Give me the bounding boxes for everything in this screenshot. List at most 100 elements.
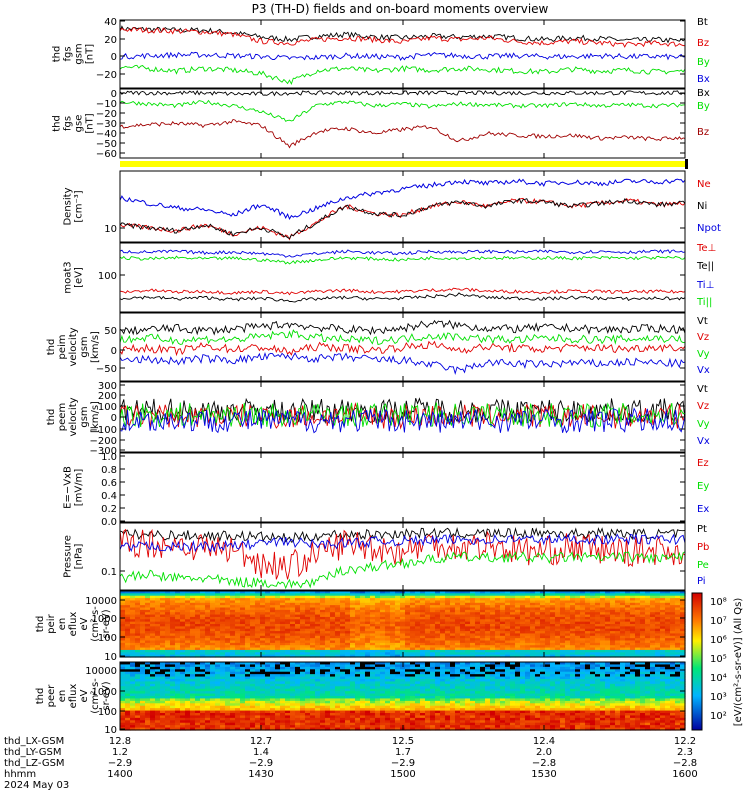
- xtick-lx: 12.7: [250, 736, 272, 747]
- legend-Vz: Vz: [697, 332, 709, 343]
- panel-5-ylabel: velocity: [68, 397, 79, 436]
- panel-2-frame: [119, 170, 686, 243]
- panel-9-ytick: 10: [104, 725, 117, 736]
- series-Vy-line: [120, 329, 685, 346]
- panel-5-ytick: −200: [90, 436, 117, 447]
- panel-9-ytick: 10000: [85, 666, 117, 677]
- series-Npot-line: [120, 178, 685, 221]
- colorbar-tick: 10⁵: [710, 654, 727, 665]
- panel-9-ylabel: (cm²-s-: [90, 678, 101, 714]
- series-Vt-line: [120, 319, 685, 336]
- panel-7-ytick: 0.1: [101, 567, 117, 578]
- legend-Te||: Te||: [696, 261, 714, 272]
- legend-Npot: Npot: [697, 223, 721, 234]
- panel-8-spectrogram: [120, 591, 686, 658]
- panel-3-data: [120, 249, 685, 303]
- legend-Te⊥: Te⊥: [696, 243, 716, 254]
- panel-0-ylabel: thd: [52, 46, 63, 63]
- series-Bz-line: [120, 118, 685, 149]
- panel-8-ytick: 1000: [92, 614, 117, 625]
- panel-4-data: [120, 319, 685, 376]
- panel-2-data: [120, 178, 685, 241]
- panel-8-ylabel: sr-eV): [101, 609, 112, 638]
- panel-6-ytick: 0.2: [101, 504, 117, 515]
- panel-1-ytick: −50: [96, 139, 117, 150]
- xtick-lz: −2.9: [108, 758, 132, 769]
- xtick-lz: −2.9: [249, 758, 273, 769]
- legend-Vy: Vy: [697, 349, 710, 360]
- xtick-ly: 1.2: [112, 747, 128, 758]
- legend-Ex: Ex: [697, 504, 709, 515]
- panel-1-ylabel: thd: [52, 115, 63, 132]
- panel-3-ylabel: moat3: [63, 261, 74, 293]
- panel-9-ylabel: en: [57, 690, 68, 703]
- plot-title: P3 (TH-D) fields and on-board moments ov…: [252, 2, 549, 16]
- xtick-hhmm: 1430: [248, 769, 273, 780]
- legend-Pi: Pi: [697, 576, 706, 587]
- xtick-lz: −2.8: [532, 758, 556, 769]
- colorbar-tick: 10²: [710, 711, 727, 722]
- panel-8-ylabel: (cm²-s-: [90, 606, 101, 642]
- panel-1-ytick: −40: [96, 129, 117, 140]
- panel-5-ylabel: gsm: [79, 406, 90, 427]
- panel-8-ytick: 10000: [85, 596, 117, 607]
- panel-0-ytick: 0: [111, 52, 117, 63]
- xtick-lx: 12.2: [674, 736, 696, 747]
- panel-4-ytick: 50: [104, 326, 117, 337]
- panel-0-data: [120, 25, 685, 86]
- panel-6-ytick: 0.0: [101, 517, 117, 528]
- xtick-hhmm: 1500: [390, 769, 415, 780]
- panel-2-ylabel: [cm⁻³]: [74, 190, 85, 222]
- legend-Pb: Pb: [697, 542, 709, 553]
- colorbar-tick: 10³: [710, 692, 727, 703]
- panel-4-ylabel: [km/s]: [90, 331, 101, 363]
- legend-Vt: Vt: [697, 316, 708, 327]
- status-bar: [120, 161, 685, 167]
- xtick-ly: 2.3: [677, 747, 693, 758]
- series-Vt-line: [120, 397, 685, 425]
- panel-9-ylabel: thd: [35, 688, 46, 705]
- series-Vx-line: [120, 351, 685, 376]
- panel-1-ytick: −60: [96, 149, 117, 160]
- panel-3-ytick: 100: [98, 271, 117, 282]
- panel-1-ylabel: [nT]: [85, 113, 96, 133]
- panel-9-ytick: 100: [98, 707, 117, 718]
- panel-1-data: [120, 90, 685, 149]
- series-Ni-line: [120, 197, 685, 240]
- panel-0-ylabel: [nT]: [85, 44, 96, 64]
- series-Ne-line: [120, 197, 685, 241]
- panel-8-ylabel: thd: [35, 616, 46, 633]
- panel-4-ylabel: gsm: [79, 336, 90, 357]
- ephem-row-label: hhmm: [4, 769, 36, 780]
- panel-3-ylabel: [eV]: [74, 267, 85, 288]
- series-Vx-line: [120, 407, 685, 434]
- panel-5-ylabel: peem: [57, 403, 68, 431]
- series-Pi-line: [120, 533, 685, 553]
- panel-5-data: [120, 397, 685, 434]
- panel-7-ylabel: [nPa]: [74, 543, 85, 569]
- date-label: 2024 May 03: [4, 780, 69, 791]
- colorbar-tick: 10⁷: [710, 616, 727, 627]
- panel-8-ylabel: eV: [79, 617, 90, 630]
- panel-0-ytick: 20: [104, 35, 117, 46]
- series-By-line: [120, 99, 685, 122]
- panel-6-ytick: 0.4: [101, 491, 117, 502]
- ephem-row-label: thd_LZ-GSM: [4, 758, 65, 769]
- panel-1-ytick: −20: [96, 109, 117, 120]
- series-Vz-line: [120, 340, 685, 357]
- legend-Pe: Pe: [697, 560, 709, 571]
- panel-6-ylabel: E=−VxB: [63, 466, 74, 509]
- series-Bx-line: [120, 51, 685, 62]
- panel-1-ytick: 0: [111, 89, 117, 100]
- colorbar: [691, 592, 703, 731]
- series-Pb-line: [120, 528, 685, 580]
- panel-5-ytick: −300: [90, 446, 117, 457]
- panel-1-frame: [119, 88, 686, 159]
- panel-5-ylabel: [km/s]: [90, 401, 101, 433]
- series-Te||-line: [120, 292, 685, 303]
- xtick-hhmm: 1530: [531, 769, 556, 780]
- series-Ti||-line: [120, 255, 685, 265]
- legend-Bx: Bx: [697, 88, 710, 99]
- panel-7-ylabel: Pressure: [63, 535, 74, 578]
- legend-Ni: Ni: [697, 201, 707, 212]
